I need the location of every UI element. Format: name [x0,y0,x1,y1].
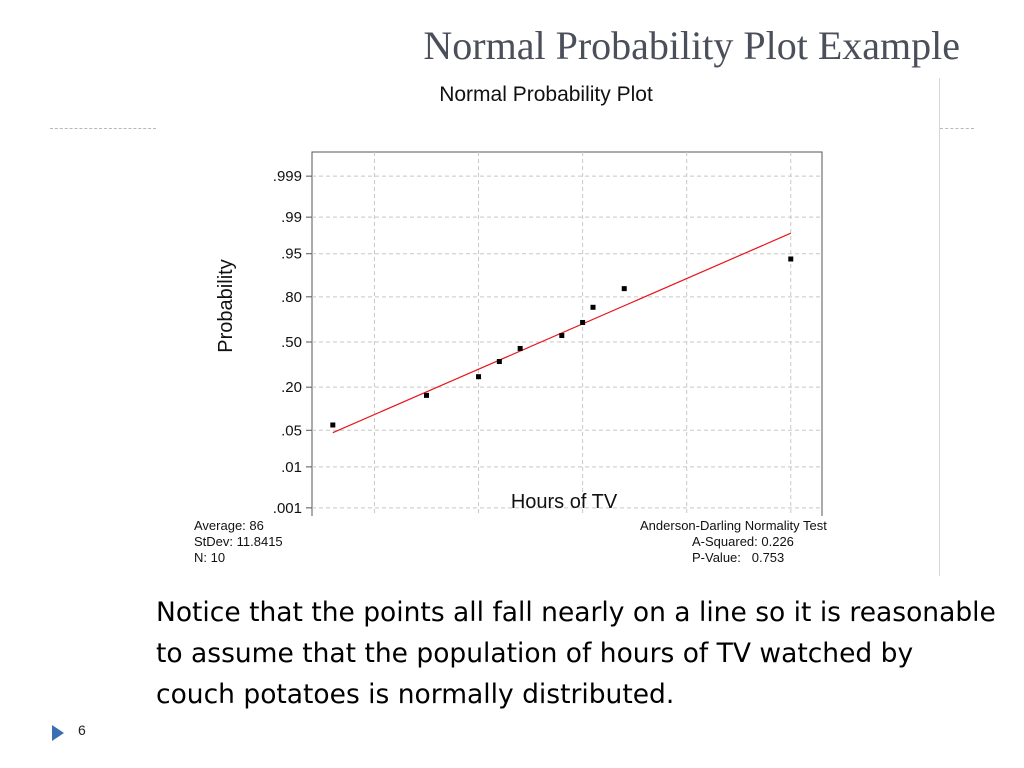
data-point [496,359,502,365]
y-tick-label: .999 [273,168,302,185]
summary-stats: Average: 86 StDev: 11.8415 N: 10 [194,518,283,566]
data-point [590,304,596,310]
fit-line [332,232,792,434]
stat-average: Average: 86 [194,518,264,533]
probability-plot: Normal Probability Plot .001 .01 .05 .20 .50… [215,83,823,516]
data-point [423,392,429,398]
stat-n: N: 10 [194,550,226,565]
stat-p-value: P-Value: 0.753 [692,550,785,565]
y-axis-label: Probability [215,259,237,352]
probability-plot-panel: Normal Probability Plot .001 .01 .05 .20 .50… [156,76,939,576]
data-point [476,374,482,380]
slide-title: Normal Probability Plot Example [423,23,960,68]
y-tick-label: .99 [281,209,302,226]
y-tick-label: .05 [281,422,302,439]
y-tick-label: .20 [281,379,302,396]
y-tick-label: .001 [273,500,302,516]
stat-stdev: StDev: 11.8415 [194,534,283,549]
bullet-triangle-icon [52,725,64,741]
body-text: Notice that the points all fall nearly o… [156,597,996,710]
data-point [559,333,565,339]
page-number: 6 [78,722,86,738]
panel-edge [939,78,940,576]
data-point [621,286,627,292]
grid-lines [312,152,822,516]
data-point [580,319,586,325]
plot-frame [311,151,823,516]
y-axis: .001 .01 .05 .20 .50 .80 .95 .99 .999 [273,168,312,516]
chart-title: Normal Probability Plot [439,83,653,106]
data-point [788,256,794,262]
y-tick-label: .50 [281,334,302,351]
y-tick-label: .95 [281,246,302,263]
data-points [330,256,794,428]
x-axis-label: Hours of TV [511,491,618,513]
test-title: Anderson-Darling Normality Test [640,518,827,533]
y-tick-label: .01 [281,459,302,476]
normality-test: Anderson-Darling Normality Test A-Square… [640,518,827,566]
y-tick-label: .80 [281,289,302,306]
data-point [517,345,523,351]
divider-left [50,128,156,129]
divider-right [940,128,974,129]
data-point [330,422,336,428]
stat-a-squared: A-Squared: 0.226 [692,534,794,549]
